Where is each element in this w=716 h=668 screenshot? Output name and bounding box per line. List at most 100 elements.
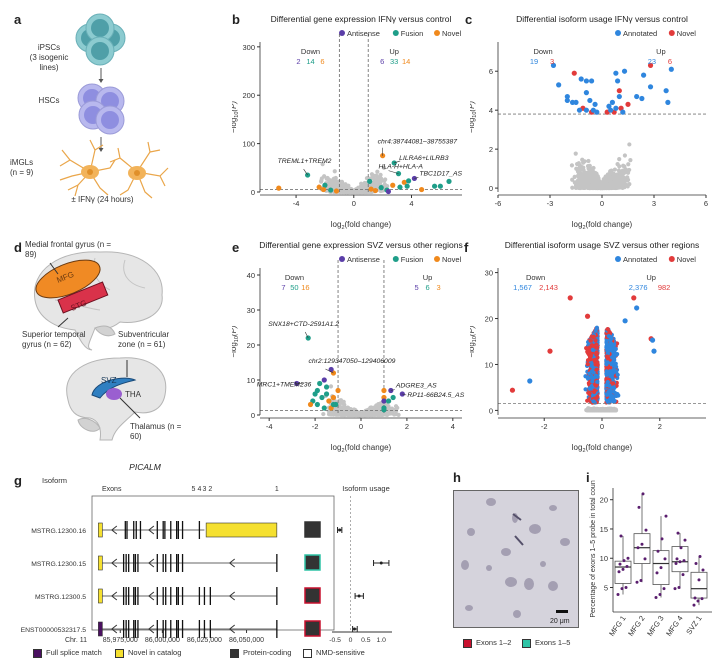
highlight-point-fusion: [390, 394, 396, 401]
highlight-point-novel: [401, 179, 407, 185]
tha-abbr: THA: [125, 390, 142, 399]
y-axis-label: −log10(P): [232, 325, 240, 357]
down-count-novel: 16: [301, 283, 309, 292]
background-point: [615, 161, 620, 167]
legend-marker-antisense: [339, 256, 345, 262]
background-point: [613, 182, 619, 187]
highlight-point-annotated: [583, 107, 589, 113]
y-axis-label-rest: (P): [232, 325, 238, 336]
background-point: [341, 187, 346, 192]
panel-b-letter: b: [232, 12, 240, 27]
background-point: [345, 189, 350, 194]
background-point: [396, 412, 401, 418]
volcano-chart-ifng-isoform: Differential isoform usage IFNγ versus c…: [470, 14, 708, 229]
y-tick-label: 2: [489, 145, 493, 154]
up-count-novel: 6: [668, 57, 672, 66]
background-point: [586, 184, 591, 189]
background-point: [598, 407, 603, 413]
chart-title: Differential isoform usage IFNγ versus c…: [516, 14, 688, 24]
highlight-point-annotated: [583, 78, 589, 84]
up-label: Up: [389, 47, 399, 56]
mfg-region: [35, 259, 101, 299]
background-point: [609, 168, 614, 173]
background-point: [628, 158, 633, 163]
y-tick-label: 0: [489, 184, 493, 193]
highlight-point-novel: [571, 70, 577, 76]
highlight-point-fusion: [312, 391, 318, 397]
y-tick-label: 200: [242, 91, 255, 100]
up-label: Up: [423, 273, 433, 282]
highlight-point-novel: [368, 186, 374, 192]
annotation-leader: [414, 177, 419, 179]
highlight-point-annotated: [668, 66, 674, 72]
annotation-leader: [325, 368, 334, 374]
x-axis-label-rest: (fold change): [345, 443, 392, 452]
highlight-point-fusion: [319, 394, 325, 401]
background-point: [378, 179, 383, 184]
x-axis-label-subscript: 2: [582, 225, 585, 229]
background-point: [613, 407, 618, 412]
highlight-point-fusion: [437, 183, 443, 189]
legend-label-novel: Novel: [442, 255, 462, 264]
volcano-chart-svz-gene: Differential gene expression SVZ versus …: [232, 240, 465, 452]
gene-annotation: LILRA6+LILRB3: [399, 155, 449, 162]
legend-marker-annotated: [615, 30, 621, 36]
background-point: [381, 165, 387, 170]
highlight-point-annotated: [608, 107, 614, 113]
highlight-point-annotated: [641, 72, 647, 78]
legend-label-antisense: Antisense: [347, 255, 380, 264]
background-point: [349, 410, 354, 415]
volcano-chart-svz-isoform: Differential isoform usage SVZ versus ot…: [470, 240, 706, 452]
background-point: [383, 177, 388, 182]
y-axis-label-subscript: 10: [234, 336, 240, 342]
gene-annotation: RP11-66B24.5_AS: [407, 392, 464, 399]
hsc-cells-icon: [77, 83, 125, 135]
highlight-point-fusion: [391, 160, 397, 166]
background-point: [332, 169, 337, 174]
y-tick-label: 100: [242, 140, 255, 149]
background-point: [581, 177, 586, 182]
svz-region: [91, 377, 137, 399]
background-point: [626, 162, 631, 167]
background-point: [581, 165, 586, 170]
x-tick-label: 0: [352, 199, 356, 208]
up-count-antisense: 6: [380, 57, 384, 66]
legend-marker-fusion: [392, 256, 399, 262]
background-point: [332, 410, 337, 416]
tha-label: Thalamus (n = 60): [130, 422, 182, 441]
x-axis-label: log2(fold change): [331, 220, 392, 229]
background-point: [374, 180, 379, 185]
highlight-point-fusion: [367, 178, 373, 184]
background-point: [367, 411, 372, 416]
background-point: [612, 167, 618, 172]
down-count-antisense: 2: [296, 57, 300, 66]
legend-marker-annotated: [615, 256, 621, 262]
highlight-point-fusion: [330, 401, 337, 408]
highlight-point-annotated: [620, 109, 626, 115]
legend-label-novel: Novel: [442, 29, 462, 38]
highlight-point-novel: [372, 187, 379, 194]
annotation-leader: [304, 331, 309, 339]
background-point: [325, 175, 330, 181]
background-point: [627, 181, 632, 187]
step-ipscs-label: iPSCs (3 isogenic lines): [29, 43, 69, 72]
panel-e-letter: e: [232, 240, 240, 255]
highlight-point-fusion: [322, 182, 328, 188]
down-count-annotated: 19: [530, 57, 538, 66]
background-point: [587, 163, 592, 168]
highlight-point-fusion: [314, 401, 320, 408]
highlight-point-annotated: [639, 95, 645, 102]
x-axis-label: log2(fold change): [331, 443, 392, 452]
legend-label-fusion: Fusion: [401, 29, 424, 38]
highlight-point-novel: [333, 188, 340, 194]
highlight-point-annotated: [583, 90, 589, 96]
highlight-point-annotated: [613, 105, 619, 111]
svz-label: Subventricular zone (n = 61): [118, 330, 170, 349]
legend-label-fusion: Fusion: [401, 255, 424, 264]
highlight-point-annotated: [663, 88, 669, 94]
background-point: [357, 412, 362, 417]
x-tick-label: -4: [266, 422, 273, 431]
background-point: [612, 177, 618, 183]
legend-label-novel: Novel: [677, 255, 697, 264]
x-tick-label: 0: [359, 422, 363, 431]
